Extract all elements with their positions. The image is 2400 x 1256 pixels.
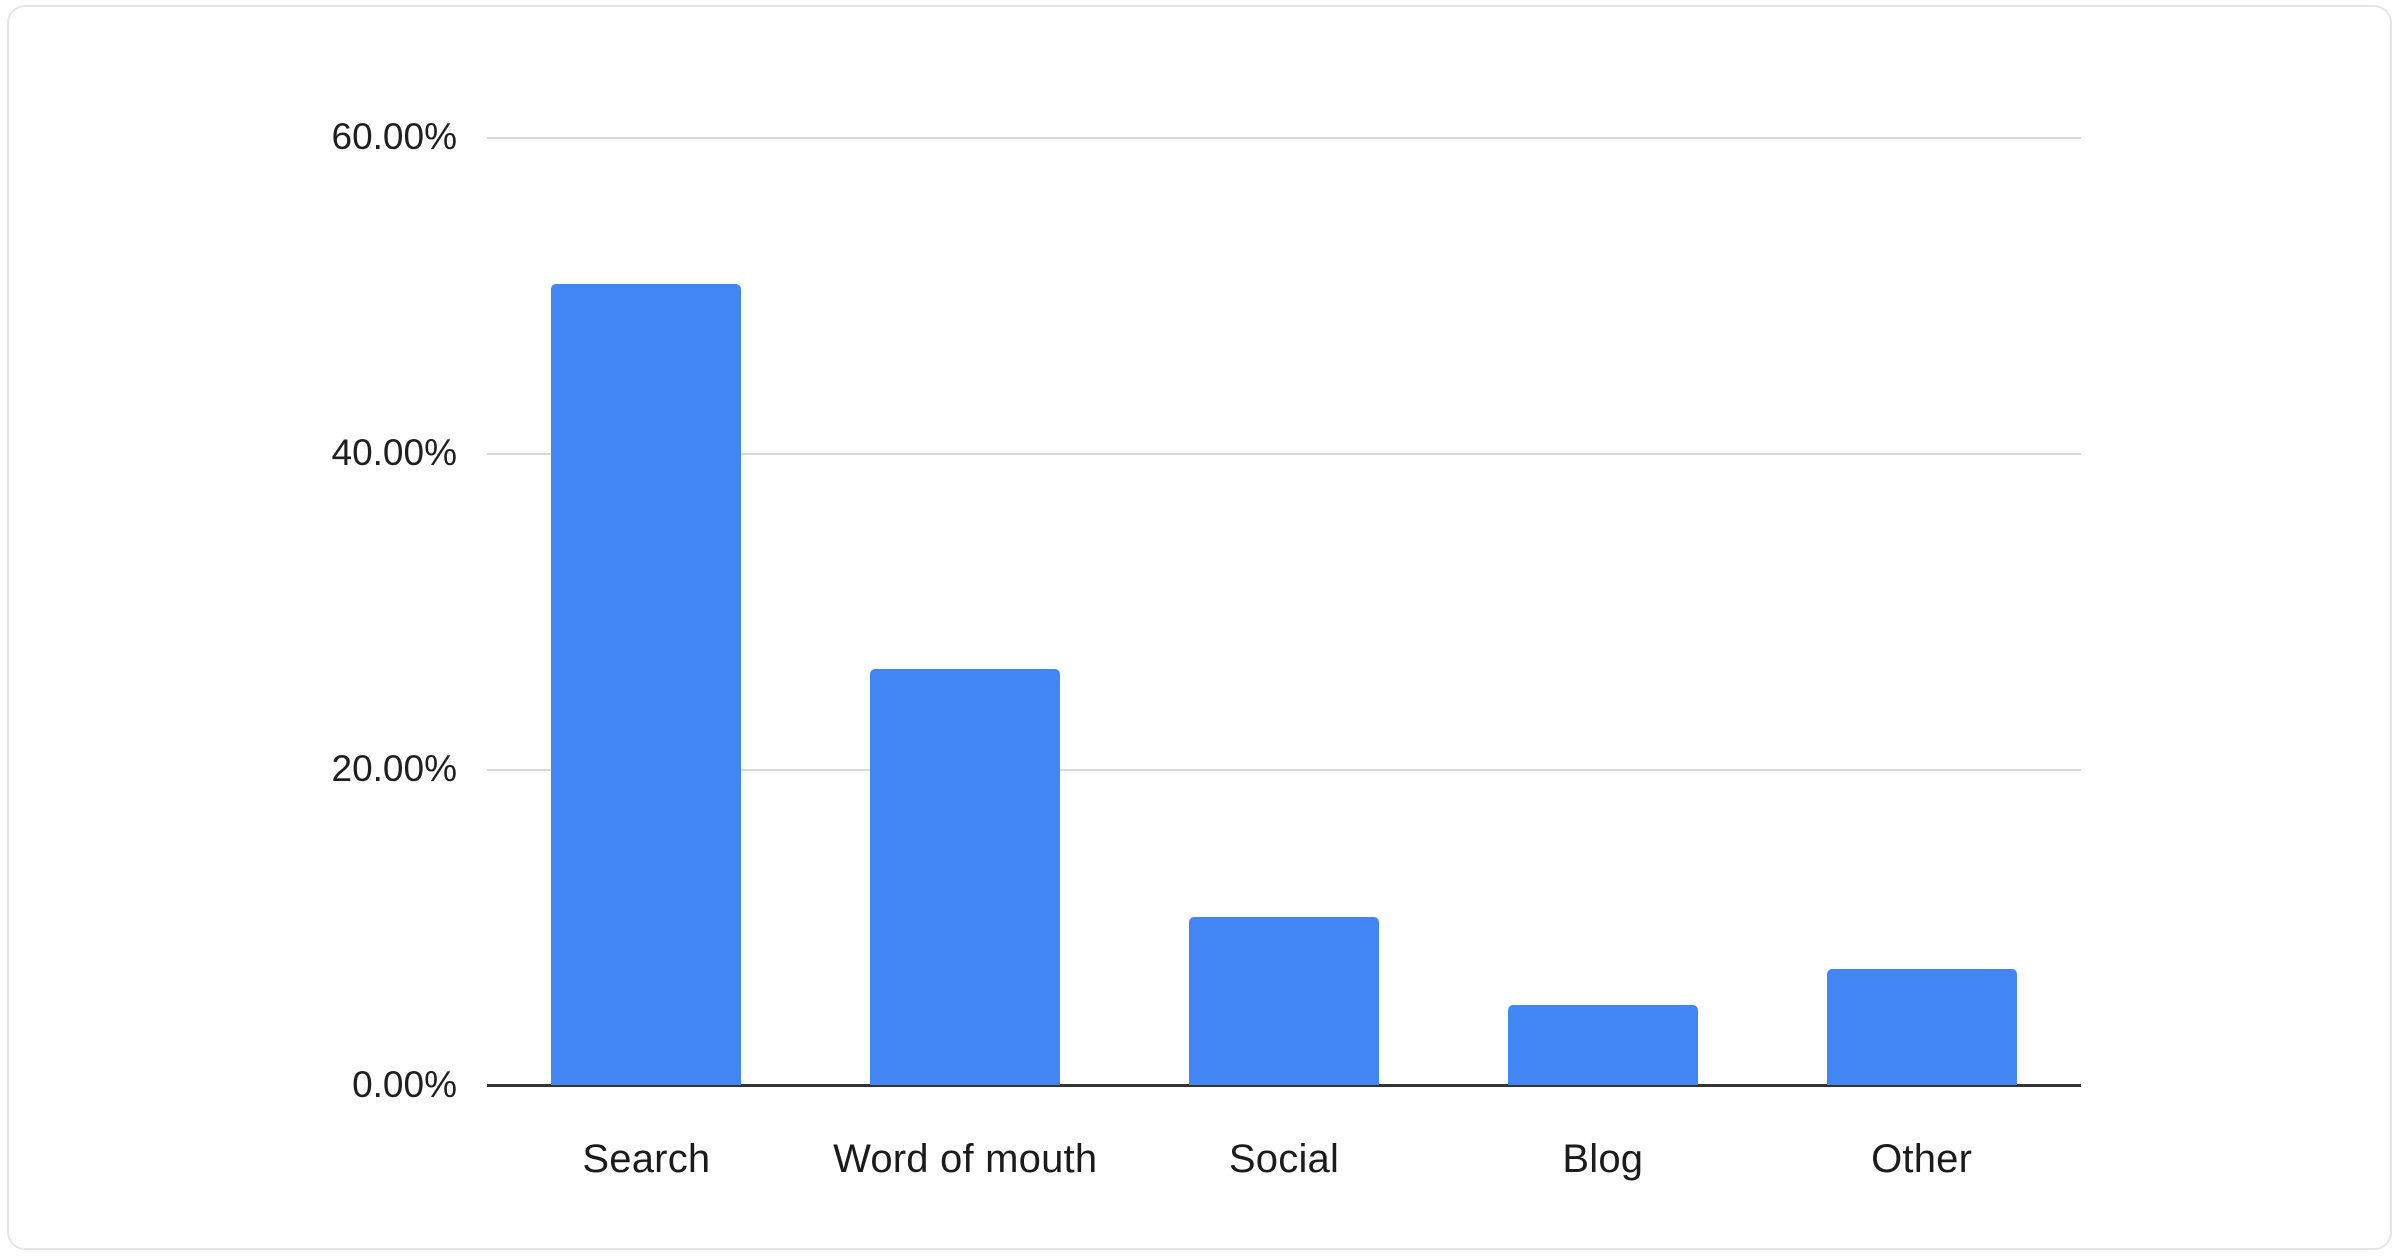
bar[interactable]	[551, 283, 742, 1085]
x-axis-category-label: Blog	[1562, 1137, 1644, 1181]
y-axis-tick-label: 0.00%	[352, 1064, 457, 1105]
x-axis-category-label: Social	[1228, 1137, 1340, 1181]
bar-group[interactable]: Word of mouth	[833, 137, 1097, 1181]
y-axis-tick-label: 20.00%	[331, 748, 458, 789]
axis-baseline	[487, 1084, 2081, 1087]
bar[interactable]	[1826, 969, 2017, 1085]
bar-group[interactable]: Search	[551, 137, 742, 1181]
x-axis-category-label: Other	[1871, 1137, 1973, 1181]
y-axis-tick-label: 40.00%	[331, 432, 458, 473]
bar[interactable]	[1189, 917, 1379, 1085]
bar[interactable]	[1507, 1005, 1698, 1085]
plot-area: 0.00% 20.00% 40.00% 60.00% Search Word of mo…	[332, 116, 2081, 1181]
bar[interactable]	[870, 669, 1061, 1085]
x-axis-category-label: Word of mouth	[833, 1137, 1098, 1181]
bar-group[interactable]: Blog	[1507, 137, 1698, 1181]
bars-group: Search Word of mouth Social Blog Other	[487, 137, 2081, 1181]
bar-group[interactable]: Social	[1189, 137, 1379, 1181]
gridline	[487, 453, 2081, 455]
gridline	[487, 769, 2081, 771]
y-axis-tick-label: 60.00%	[331, 116, 458, 157]
gridline	[487, 137, 2081, 139]
x-axis-category-label: Search	[582, 1137, 711, 1181]
bar-group[interactable]: Other	[1826, 137, 2017, 1181]
chart-card: 0.00% 20.00% 40.00% 60.00% Search Word of mo…	[7, 5, 2392, 1250]
